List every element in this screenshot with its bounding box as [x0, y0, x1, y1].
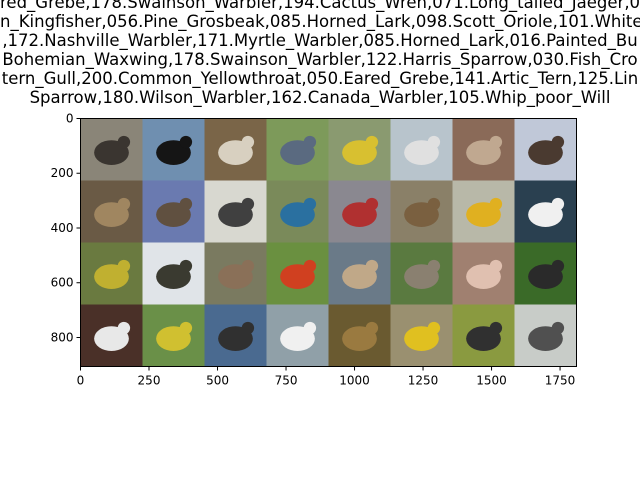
- bird-image-tile: [204, 242, 267, 305]
- y-tick-label: 0: [66, 112, 74, 126]
- x-tick-label: 1000: [339, 374, 370, 388]
- x-tick-label: 250: [138, 374, 161, 388]
- bird-head: [489, 259, 503, 273]
- bird-image-tile: [390, 304, 453, 367]
- title-line: n_Kingfisher,056.Pine_Grosbeak,085.Horne…: [0, 12, 640, 31]
- x-tick-label: 1250: [408, 374, 439, 388]
- bird-head: [365, 321, 379, 335]
- bird-head: [551, 135, 565, 149]
- y-tick-label: 200: [51, 166, 74, 180]
- title-line: tern_Gull,200.Common_Yellowthroat,050.Ea…: [1, 69, 639, 88]
- bird-head: [117, 259, 131, 273]
- bird-head: [179, 259, 193, 273]
- bird-image-tile: [80, 304, 143, 367]
- bird-image-tile: [328, 304, 391, 367]
- bird-head: [241, 197, 255, 211]
- bird-image-tile: [142, 242, 205, 305]
- bird-head: [303, 135, 317, 149]
- axes: 0 250 500 750 1000 1250 1500 1750 0 200 400 600 800: [51, 112, 577, 388]
- title-line: ,172.Nashville_Warbler,171.Myrtle_Warble…: [2, 31, 638, 50]
- bird-image-tile: [390, 180, 453, 243]
- bird-head: [427, 135, 441, 149]
- bird-image-tile: [80, 242, 143, 305]
- bird-image-tile: [452, 304, 515, 367]
- bird-image-tile: [328, 118, 391, 181]
- bird-head: [427, 259, 441, 273]
- bird-head: [365, 135, 379, 149]
- bird-image-tile: [204, 118, 267, 181]
- bird-image-tile: [142, 304, 205, 367]
- bird-head: [365, 197, 379, 211]
- bird-image-tile: [266, 118, 329, 181]
- y-tick-label: 400: [51, 221, 74, 235]
- bird-head: [551, 197, 565, 211]
- bird-head: [179, 197, 193, 211]
- bird-head: [117, 321, 131, 335]
- bird-head: [117, 197, 131, 211]
- bird-head: [303, 321, 317, 335]
- x-tick-label: 1500: [476, 374, 507, 388]
- x-tick-label: 500: [206, 374, 229, 388]
- bird-image-tile: [514, 304, 577, 367]
- bird-head: [179, 135, 193, 149]
- bird-head: [551, 259, 565, 273]
- image-tiles: [80, 118, 577, 367]
- bird-head: [117, 135, 131, 149]
- bird-head: [427, 321, 441, 335]
- bird-image-tile: [204, 304, 267, 367]
- bird-head: [303, 259, 317, 273]
- bird-image-tile: [266, 304, 329, 367]
- bird-image-tile: [142, 118, 205, 181]
- title-line: red_Grebe,178.Swainson_Warbler,194.Cactu…: [0, 0, 640, 12]
- bird-image-tile: [514, 118, 577, 181]
- bird-image-tile: [452, 242, 515, 305]
- bird-image-tile: [266, 242, 329, 305]
- bird-head: [303, 197, 317, 211]
- bird-image-tile: [514, 180, 577, 243]
- chart-title: red_Grebe,178.Swainson_Warbler,194.Cactu…: [0, 0, 640, 118]
- bird-head: [489, 135, 503, 149]
- bird-image-tile: [514, 242, 577, 305]
- bird-head: [365, 259, 379, 273]
- bird-head: [427, 197, 441, 211]
- bird-image-tile: [390, 118, 453, 181]
- y-tick-label: 600: [51, 276, 74, 290]
- bird-head: [241, 135, 255, 149]
- bird-head: [551, 321, 565, 335]
- title-line: Bohemian_Waxwing,178.Swainson_Warbler,12…: [2, 50, 638, 69]
- bird-head: [489, 321, 503, 335]
- bird-head: [179, 321, 193, 335]
- axes-frame: [80, 118, 577, 367]
- bird-image-tile: [328, 242, 391, 305]
- bird-image-tile: [452, 180, 515, 243]
- bird-image-tile: [204, 180, 267, 243]
- title-line: Sparrow,180.Wilson_Warbler,162.Canada_Wa…: [29, 88, 611, 107]
- bird-image-tile: [80, 180, 143, 243]
- bird-head: [241, 259, 255, 273]
- x-tick-label: 750: [275, 374, 298, 388]
- bird-image-tile: [390, 242, 453, 305]
- bird-image-tile: [328, 180, 391, 243]
- y-tick-label: 800: [51, 330, 74, 344]
- bird-image-tile: [266, 180, 329, 243]
- bird-image-tile: [452, 118, 515, 181]
- bird-image-tile: [142, 180, 205, 243]
- bird-head: [241, 321, 255, 335]
- x-tick-label: 0: [77, 374, 85, 388]
- x-tick-label: 1750: [545, 374, 576, 388]
- bird-image-tile: [80, 118, 143, 181]
- bird-head: [489, 197, 503, 211]
